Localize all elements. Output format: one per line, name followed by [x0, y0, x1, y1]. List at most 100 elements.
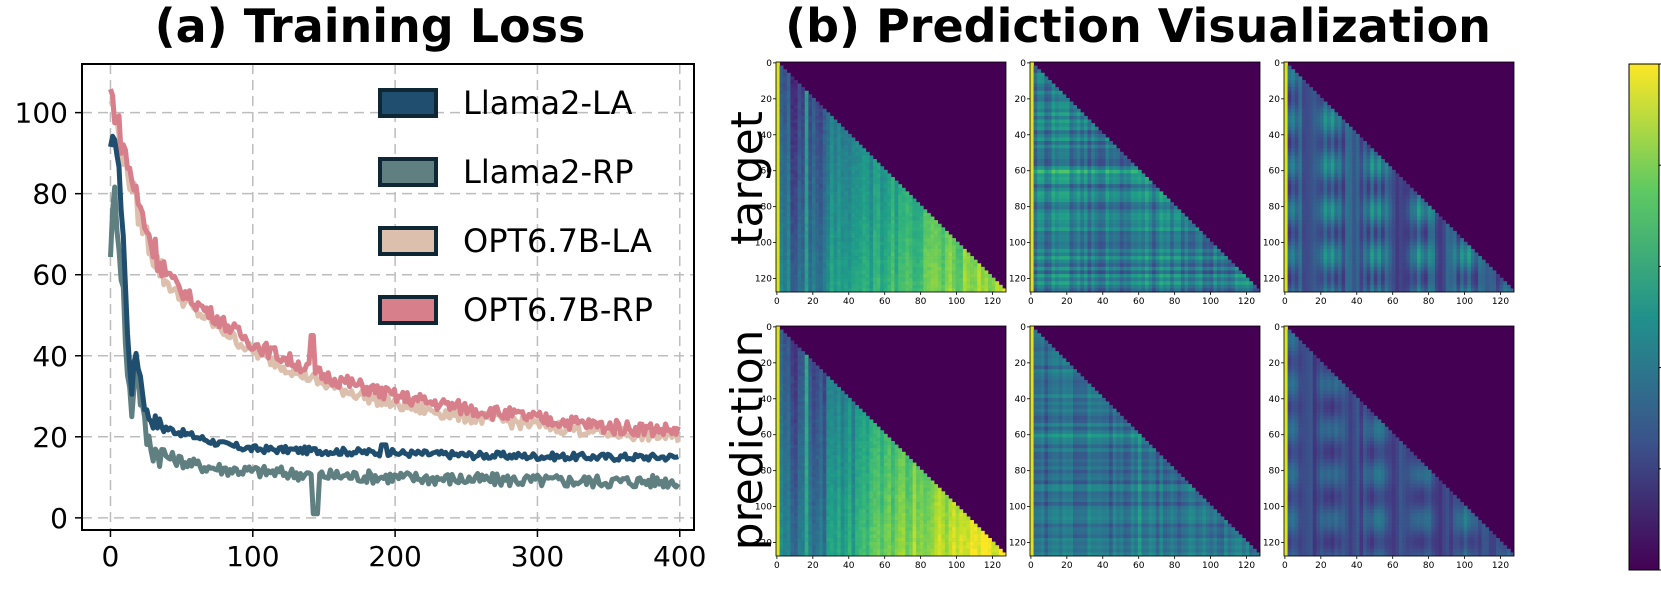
heatmap-cell: [811, 180, 816, 185]
heatmap-cell: [1033, 83, 1038, 88]
heatmap-cell: [1030, 90, 1034, 95]
heatmap-cell: [844, 137, 849, 142]
heatmap-cell: [786, 126, 791, 131]
heatmap-cell: [1249, 288, 1254, 293]
heatmap-cell: [1145, 259, 1149, 264]
heatmap-cell: [1363, 169, 1367, 174]
heatmap-cell: [1119, 223, 1124, 228]
heatmap-cell: [1101, 230, 1106, 235]
heatmap-cell: [844, 216, 849, 221]
heatmap-cell: [1316, 126, 1321, 131]
heatmap-cell: [1323, 144, 1328, 149]
heatmap-cell: [1033, 223, 1038, 228]
heatmap-cell: [908, 259, 913, 264]
heatmap-cell: [1073, 202, 1078, 207]
heatmap-cell: [862, 187, 867, 192]
heatmap-cell: [790, 194, 795, 199]
heatmap-cell: [1083, 252, 1088, 257]
heatmap-cell: [1298, 133, 1303, 138]
heatmap-cell: [1319, 155, 1324, 160]
heatmap-cell: [858, 159, 863, 163]
heatmap-cell: [804, 137, 809, 142]
heatmap-cell: [1037, 216, 1042, 221]
heatmap-cell: [1030, 241, 1034, 246]
heatmap-cell: [1209, 288, 1214, 293]
heatmap-cell: [1291, 97, 1296, 102]
heatmap-cell: [1087, 177, 1092, 181]
heatmap-cell: [1101, 238, 1106, 242]
heatmap-cell: [1294, 151, 1299, 156]
heatmap-cell: [826, 212, 831, 217]
heatmap-cell: [1152, 234, 1157, 239]
heatmap-cell: [1162, 198, 1167, 203]
heatmap-cell: [811, 259, 816, 264]
heatmap-cell: [1291, 169, 1296, 174]
heatmap-cell: [1044, 137, 1049, 142]
heatmap-cell: [851, 230, 856, 235]
heatmap-cell: [1377, 169, 1382, 174]
heatmap-cell: [790, 166, 795, 171]
heatmap-cell: [1030, 151, 1034, 156]
heatmap-cell: [1366, 166, 1371, 171]
heatmap-cell: [1040, 212, 1045, 217]
heatmap-cell: [880, 205, 885, 210]
heatmap-cell: [808, 227, 813, 232]
heatmap-cell: [912, 266, 917, 271]
heatmap-cell: [1291, 155, 1296, 160]
heatmap-cell: [887, 205, 892, 210]
heatmap-cell: [1083, 270, 1088, 275]
heatmap-cell: [1044, 97, 1049, 102]
heatmap-cell: [837, 205, 841, 210]
heatmap-cell: [829, 133, 834, 138]
loss-series: [108, 88, 681, 517]
heatmap-cell: [1094, 209, 1099, 214]
heatmap-cell: [977, 277, 982, 282]
heatmap-cell: [1109, 166, 1113, 171]
heatmap-cell: [811, 137, 816, 142]
heatmap-cell: [1127, 205, 1131, 210]
heatmap-cell: [1033, 198, 1038, 203]
heatmap-cell: [1166, 205, 1171, 210]
heatmap-cell: [891, 234, 895, 239]
heatmap-cell: [808, 133, 813, 138]
heatmap-cell: [1287, 101, 1292, 106]
heatmap-cell: [952, 274, 956, 278]
heatmap-cell: [1148, 288, 1153, 293]
heatmap-cell: [1148, 270, 1153, 275]
heatmap-cell: [1152, 288, 1157, 293]
heatmap-cell: [1298, 83, 1303, 88]
heatmap-cell: [1069, 148, 1074, 153]
heatmap-cell: [1033, 169, 1038, 174]
heatmap-cell: [1040, 198, 1045, 203]
heatmap-cell: [926, 238, 931, 242]
heatmap-cell: [858, 288, 863, 293]
heatmap-cell: [776, 227, 780, 232]
heatmap-cell: [1109, 169, 1113, 174]
heatmap-cell: [786, 72, 791, 77]
heatmap-cell: [1091, 144, 1095, 149]
heatmap-cell: [1284, 94, 1288, 99]
heatmap-cell: [1101, 155, 1106, 160]
heatmap-cell: [779, 177, 784, 181]
heatmap-cell: [1091, 137, 1095, 142]
heatmap-y-tick-label: 100: [1009, 239, 1026, 249]
heatmap-cell: [1065, 209, 1070, 214]
heatmap-cell: [1184, 227, 1189, 232]
heatmap-cell: [1058, 133, 1063, 138]
heatmap-cell: [926, 230, 931, 235]
heatmap-cell: [1130, 245, 1135, 250]
heatmap-cell: [1238, 277, 1243, 282]
heatmap-cell: [822, 126, 827, 131]
heatmap-cell: [887, 284, 892, 289]
heatmap-cell: [970, 274, 974, 278]
heatmap-cell: [1123, 241, 1128, 246]
heatmap-cell: [822, 281, 827, 286]
heatmap-cell: [898, 288, 903, 293]
heatmap-cell: [916, 238, 921, 242]
heatmap-cell: [876, 288, 881, 293]
heatmap-cell: [1334, 126, 1339, 131]
heatmap-cell: [776, 220, 780, 225]
heatmap-cell: [876, 230, 881, 235]
heatmap-cell: [1030, 79, 1034, 84]
heatmap-cell: [793, 259, 798, 264]
